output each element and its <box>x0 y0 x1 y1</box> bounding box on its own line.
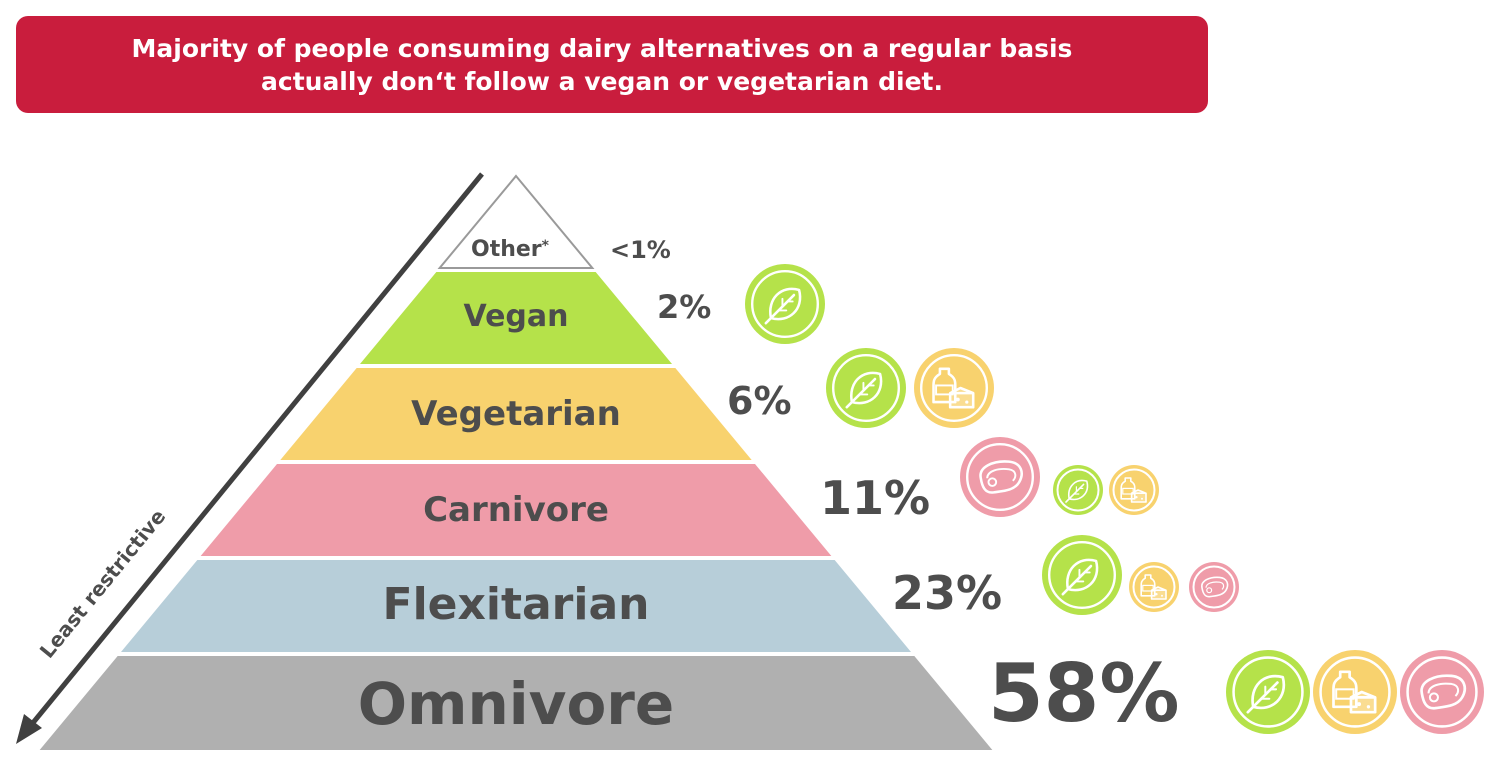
percent-vegetarian: 6% <box>727 379 792 423</box>
meat-icon <box>1400 650 1484 734</box>
dairy-icon <box>914 348 994 428</box>
tier-label-vegan: Vegan <box>464 299 569 334</box>
leaf-icon <box>826 348 906 428</box>
header-line-2: actually don‘t follow a vegan or vegetar… <box>261 66 943 96</box>
header-banner: Majority of people consuming dairy alter… <box>16 16 1208 113</box>
tier-omnivore <box>39 656 993 750</box>
percent-flexitarian: 23% <box>892 566 1002 620</box>
percent-labels: <1% 2% 6% 11% 23% 58% <box>610 236 1179 740</box>
tier-label-carnivore: Carnivore <box>423 490 609 530</box>
percent-omnivore: 58% <box>988 647 1179 740</box>
tier-flexitarian <box>120 560 912 652</box>
dairy-icon <box>1129 562 1179 612</box>
tier-note: * <box>542 238 550 254</box>
arrow-head-icon <box>16 714 42 744</box>
dairy-icon <box>1313 650 1397 734</box>
tier-label-omnivore: Omnivore <box>358 670 675 738</box>
tier-label-other: Other* <box>471 237 550 262</box>
percent-other: <1% <box>610 236 671 264</box>
leaf-icon <box>745 264 825 344</box>
tier-label-flexitarian: Flexitarian <box>383 579 650 630</box>
pyramid-labels: Other* Vegan Vegetarian Carnivore Flexitaria… <box>358 237 675 738</box>
pyramid-tiers <box>39 174 993 750</box>
tier-other <box>437 174 595 269</box>
tier-vegan <box>359 272 673 364</box>
least-restrictive-arrow <box>16 172 484 744</box>
tier-carnivore <box>200 464 832 556</box>
leaf-icon <box>1226 650 1310 734</box>
leaf-icon <box>1042 535 1122 615</box>
leaf-icon <box>1053 465 1103 515</box>
percent-vegan: 2% <box>657 288 711 326</box>
percent-carnivore: 11% <box>820 471 930 525</box>
meat-icon <box>1189 562 1239 612</box>
tier-label-vegetarian: Vegetarian <box>411 394 621 434</box>
meat-icon <box>960 437 1040 517</box>
diet-icons <box>745 264 1484 734</box>
header-line-1: Majority of people consuming dairy alter… <box>131 33 1073 63</box>
dairy-icon <box>1109 465 1159 515</box>
tier-vegetarian <box>280 368 752 460</box>
